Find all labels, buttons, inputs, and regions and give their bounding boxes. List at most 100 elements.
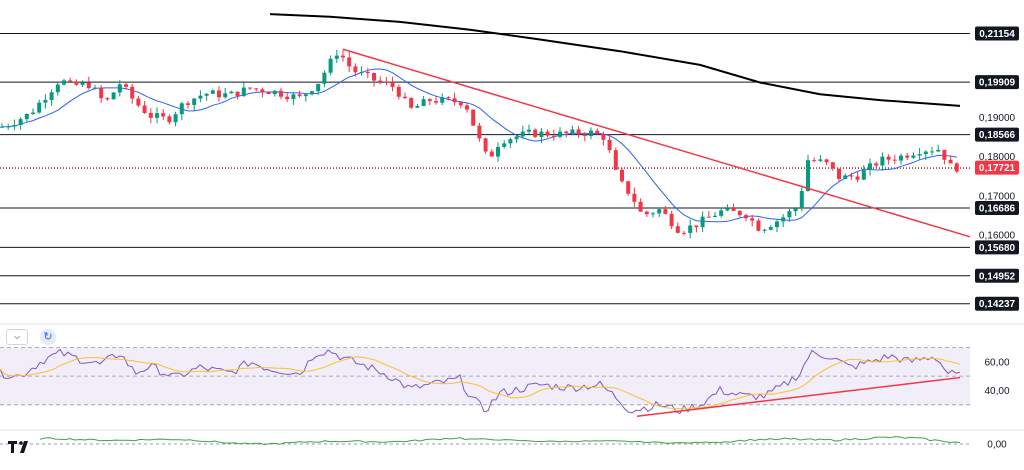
candle-body bbox=[372, 73, 376, 81]
candle-body bbox=[806, 160, 810, 192]
candle-body bbox=[663, 209, 668, 214]
price-axis-labels: 0,21154 0,19909 0,18566 0,16686 0,15680 0,149… bbox=[975, 26, 1019, 311]
candle-body bbox=[756, 220, 761, 231]
candle-body bbox=[570, 129, 575, 133]
candle-body bbox=[632, 193, 637, 202]
candle-body bbox=[868, 163, 872, 170]
chevron-down-icon: ⌵ bbox=[13, 332, 21, 341]
candle-body bbox=[477, 125, 482, 139]
candle-body bbox=[12, 124, 17, 127]
candle-body bbox=[167, 116, 172, 123]
level-label: 0,16686 bbox=[979, 204, 1016, 215]
candle-body bbox=[403, 96, 407, 99]
candle-body bbox=[452, 98, 457, 103]
candle-body bbox=[210, 90, 215, 94]
candle-body bbox=[768, 227, 773, 230]
candle-body bbox=[694, 225, 699, 228]
candle-body bbox=[266, 92, 271, 95]
candle-body bbox=[390, 82, 395, 87]
candle-body bbox=[148, 113, 153, 118]
candle-body bbox=[37, 102, 42, 113]
candle-body bbox=[620, 169, 624, 182]
momentum-tick-label: 0,00 bbox=[987, 440, 1007, 451]
candle-body bbox=[496, 146, 500, 157]
candle-body bbox=[545, 131, 550, 136]
candle-body bbox=[365, 71, 370, 74]
candle-body bbox=[74, 81, 79, 85]
candle-body bbox=[124, 84, 128, 87]
descending-trendline bbox=[342, 48, 971, 238]
candle-body bbox=[688, 225, 693, 233]
candle-body bbox=[892, 159, 897, 161]
candle-body bbox=[744, 215, 748, 219]
level-label: 0,14237 bbox=[979, 299, 1016, 310]
candle-body bbox=[595, 130, 600, 134]
candle-body bbox=[706, 216, 711, 218]
candle-body bbox=[279, 90, 283, 97]
ma-long-layer bbox=[269, 13, 961, 107]
candle-body bbox=[700, 216, 705, 228]
ma-long-line bbox=[269, 13, 961, 107]
candle-body bbox=[936, 149, 941, 152]
candle-body bbox=[843, 175, 848, 180]
candle-body bbox=[229, 91, 234, 94]
candle-body bbox=[502, 143, 507, 147]
candle-body bbox=[533, 129, 538, 137]
level-label: 0,14952 bbox=[979, 271, 1016, 282]
momentum-panel: 0,00 bbox=[0, 429, 1024, 453]
candle-body bbox=[471, 109, 476, 126]
candle-body bbox=[818, 159, 823, 161]
candle-body bbox=[117, 84, 122, 93]
candle-body bbox=[217, 90, 221, 98]
candle-body bbox=[130, 86, 135, 99]
candle-body bbox=[347, 57, 352, 67]
level-badge bbox=[975, 201, 1019, 216]
candle-body bbox=[173, 114, 178, 123]
candle-body bbox=[669, 213, 674, 227]
candle-body bbox=[930, 151, 934, 153]
candle-body bbox=[855, 176, 860, 180]
candle-body bbox=[465, 105, 469, 110]
level-badge bbox=[975, 296, 1019, 311]
level-badge bbox=[975, 268, 1019, 283]
candle-body bbox=[880, 156, 885, 166]
candle-body bbox=[911, 155, 916, 158]
candle-body bbox=[923, 151, 928, 155]
candle-body bbox=[793, 208, 798, 212]
candle-body bbox=[489, 151, 494, 157]
price-tick-label: 0,17000 bbox=[979, 191, 1016, 202]
candle-body bbox=[136, 98, 141, 106]
candle-body bbox=[787, 211, 792, 218]
rsi-line bbox=[0, 348, 961, 415]
momentum-line bbox=[39, 436, 961, 446]
candle-body bbox=[62, 80, 66, 85]
candle-body bbox=[514, 136, 519, 140]
candle-body bbox=[291, 94, 296, 100]
candle-body bbox=[651, 213, 655, 215]
candle-body bbox=[824, 159, 829, 163]
candle-body bbox=[564, 131, 569, 133]
refresh-button[interactable]: ↻ bbox=[40, 329, 56, 345]
candle-body bbox=[204, 93, 209, 96]
candle-body bbox=[886, 156, 891, 160]
candle-body bbox=[341, 55, 345, 58]
candle-body bbox=[582, 134, 587, 136]
candle-body bbox=[310, 91, 314, 95]
ma-short-layer bbox=[1, 68, 957, 223]
candle-body bbox=[576, 129, 581, 135]
candle-body bbox=[607, 139, 612, 151]
level-badge bbox=[975, 75, 1019, 90]
candle-body bbox=[241, 87, 246, 97]
candle-body bbox=[68, 80, 73, 82]
candle-body bbox=[737, 210, 742, 216]
collapse-button[interactable]: ⌵ bbox=[6, 329, 28, 345]
candle-body bbox=[551, 135, 556, 137]
candle-body bbox=[558, 131, 562, 137]
level-label: 0,18566 bbox=[979, 130, 1016, 141]
candle-body bbox=[260, 89, 265, 93]
candle-body bbox=[192, 98, 197, 105]
candle-body bbox=[917, 154, 922, 156]
candle-body bbox=[409, 98, 414, 108]
candle-body bbox=[322, 72, 327, 84]
